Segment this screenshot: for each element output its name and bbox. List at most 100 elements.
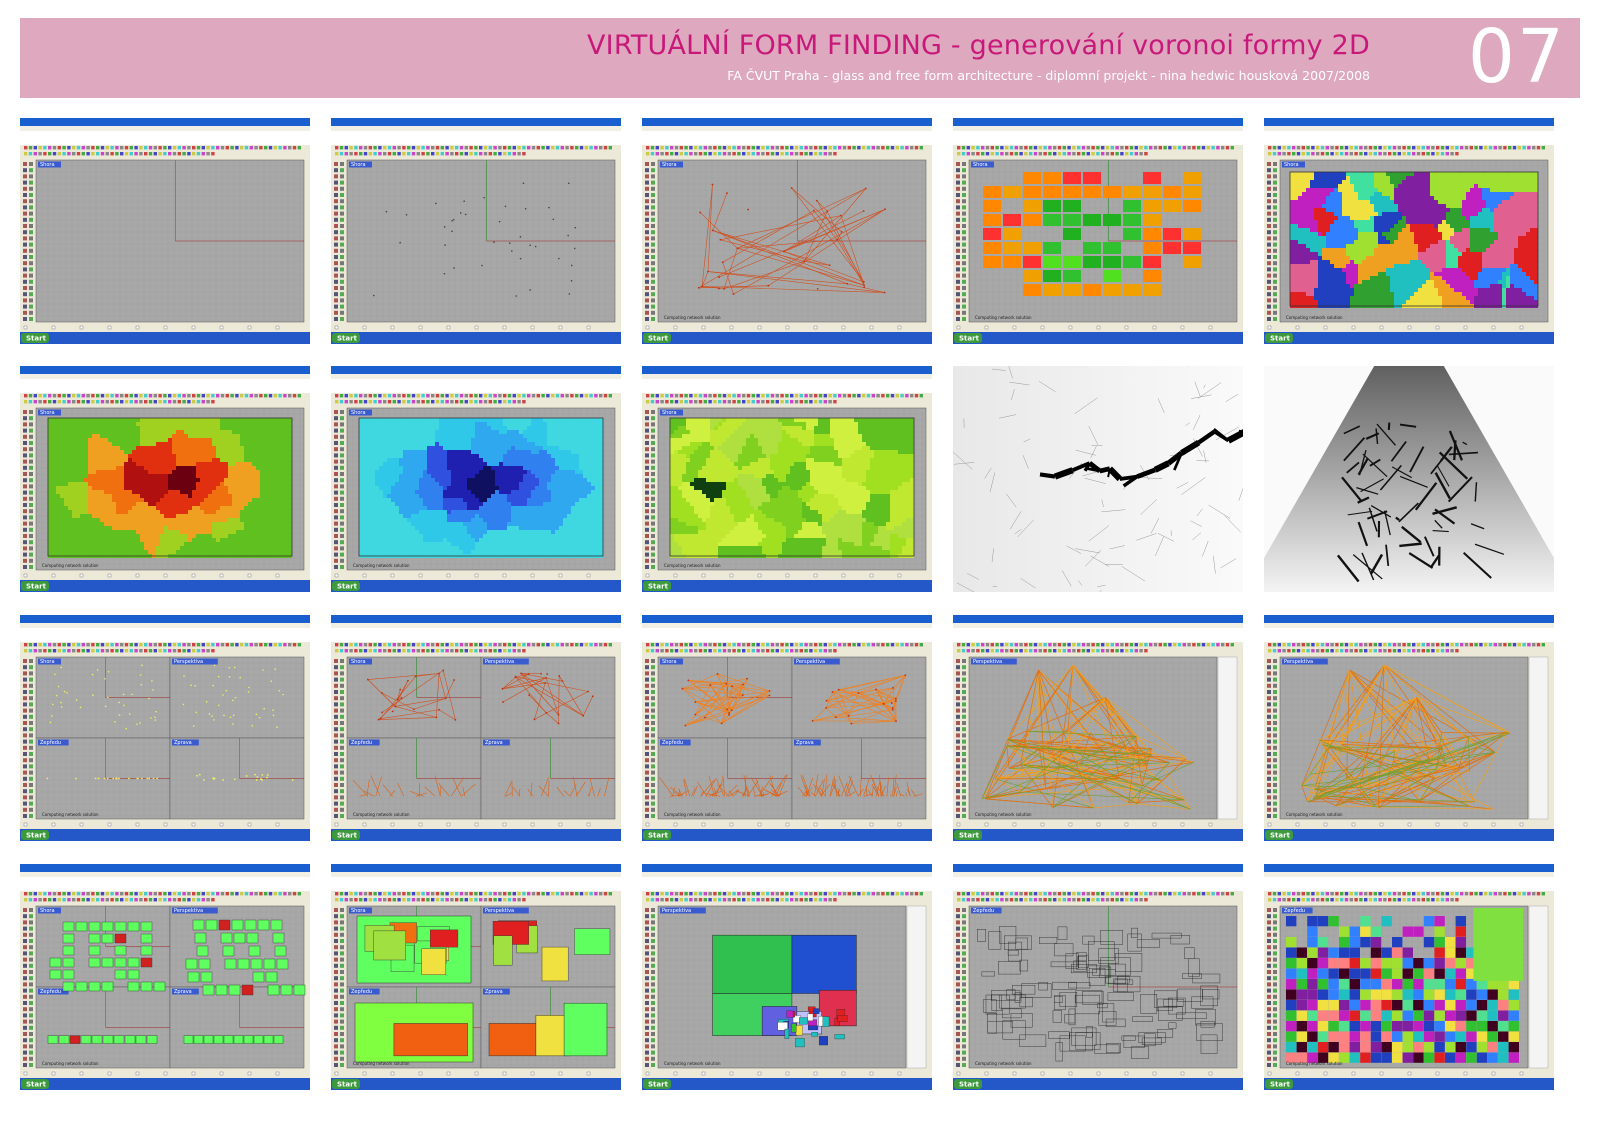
voronoi-cell: [1358, 252, 1362, 256]
toolbar-icon: [1450, 146, 1454, 150]
toolbar-icon: [785, 146, 789, 150]
voronoi-cell: [144, 454, 148, 458]
toolbar-icon: [38, 400, 42, 404]
voronoi-cell: [272, 434, 276, 438]
voronoi-cell: [1350, 176, 1354, 180]
voronoi-cell: [188, 478, 192, 482]
voronoi-cell: [1514, 296, 1518, 300]
voronoi-cell: [1342, 196, 1346, 200]
voronoi-cell: [228, 434, 232, 438]
voronoi-cell: [1526, 268, 1530, 272]
voronoi-cell: [1422, 192, 1426, 196]
side-tool-icon: [29, 509, 33, 514]
toolbar-icon: [129, 400, 133, 404]
side-tool-icon: [29, 267, 33, 272]
voronoi-cell: [1322, 256, 1326, 260]
toolbar-icon: [52, 400, 57, 404]
toolbar-icon: [124, 146, 129, 150]
voronoi-cell: [1422, 296, 1426, 300]
voronoi-cell: [1418, 216, 1422, 220]
voronoi-cell: [156, 430, 160, 434]
voronoi-cell: [1502, 284, 1506, 288]
voronoi-cell: [1326, 268, 1330, 272]
voronoi-cell: [1438, 172, 1442, 176]
voronoi-cell: [1294, 236, 1298, 240]
network-line: [723, 248, 738, 289]
point: [522, 182, 525, 184]
voronoi-cell: [1382, 228, 1386, 232]
voronoi-cell: [132, 422, 136, 426]
voronoi-cell: [1426, 256, 1430, 260]
side-tool-icon: [340, 292, 344, 297]
toolbar-icon: [421, 152, 425, 156]
voronoi-cell: [1374, 268, 1378, 272]
voronoi-cell: [1378, 184, 1382, 188]
voronoi-cell: [1338, 276, 1342, 280]
toolbar-icon: [594, 146, 598, 150]
voronoi-cell: [1398, 228, 1402, 232]
side-tool-icon: [29, 162, 33, 166]
network-line: [826, 211, 865, 286]
voronoi-cell: [172, 458, 176, 462]
toolbar-icon: [1301, 152, 1305, 156]
voronoi-cell: [1442, 300, 1446, 304]
voronoi-cell: [252, 438, 256, 442]
voronoi-cell: [236, 450, 240, 454]
toolbar-icon: [1057, 146, 1062, 150]
voronoi-cell: [1454, 236, 1458, 240]
voronoi-cell: [1346, 256, 1350, 260]
voronoi-cell: [68, 438, 72, 442]
voronoi-cell: [72, 454, 76, 458]
voronoi-cell: [268, 438, 272, 442]
voronoi-cell: [68, 494, 72, 498]
voronoi-cell: [1382, 272, 1386, 276]
voronoi-cell: [1314, 236, 1318, 240]
color-square: [1063, 200, 1081, 212]
voronoi-cell: [1418, 208, 1422, 212]
voronoi-cell: [1302, 212, 1306, 216]
voronoi-cell: [224, 466, 228, 470]
voronoi-cell: [1342, 268, 1346, 272]
voronoi-cell: [1514, 220, 1518, 224]
voronoi-cell: [1486, 172, 1490, 176]
toolbar-icon: [33, 146, 37, 150]
toolbar-icon: [278, 394, 282, 398]
voronoi-cell: [1394, 256, 1398, 260]
voronoi-cell: [1398, 300, 1402, 304]
voronoi-cell: [1534, 264, 1538, 268]
voronoi-cell: [96, 470, 100, 474]
voronoi-cell: [280, 474, 284, 478]
toolbar-icon: [1388, 146, 1392, 150]
voronoi-cell: [60, 442, 64, 446]
voronoi-cell: [236, 426, 240, 430]
voronoi-cell: [1330, 288, 1334, 292]
voronoi-cell: [1306, 204, 1310, 208]
toolbar-icon: [177, 146, 181, 150]
voronoi-cell: [1390, 184, 1394, 188]
command-area: [331, 131, 621, 145]
voronoi-cell: [228, 458, 232, 462]
voronoi-cell: [1442, 272, 1446, 276]
side-tool-icon: [962, 174, 966, 179]
network-point: [826, 210, 829, 213]
voronoi-cell: [92, 486, 96, 490]
voronoi-cell: [1294, 224, 1298, 228]
voronoi-cell: [1482, 228, 1486, 232]
color-square: [1083, 186, 1101, 198]
voronoi-cell: [148, 450, 152, 454]
voronoi-cell: [1294, 268, 1298, 272]
voronoi-cell: [96, 494, 100, 498]
color-square: [1043, 172, 1061, 184]
voronoi-cell: [268, 470, 272, 474]
voronoi-cell: [1302, 252, 1306, 256]
voronoi-cell: [212, 422, 216, 426]
voronoi-cell: [1470, 196, 1474, 200]
voronoi-cell: [192, 454, 196, 458]
voronoi-cell: [1390, 220, 1394, 224]
toolbar-icon: [206, 152, 210, 156]
voronoi-cell: [64, 426, 68, 430]
voronoi-cell: [1506, 260, 1510, 264]
voronoi-cell: [1290, 264, 1294, 268]
voronoi-cell: [80, 494, 84, 498]
voronoi-cell: [1386, 184, 1390, 188]
